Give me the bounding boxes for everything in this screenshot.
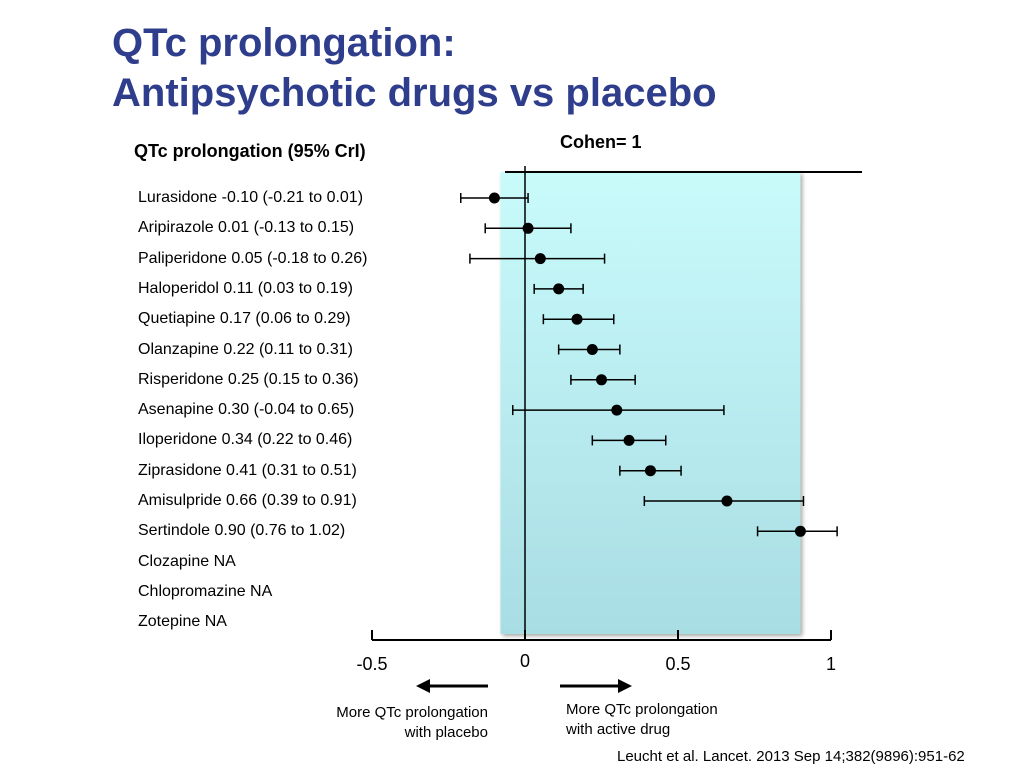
drug-label: Quetiapine 0.17 (0.06 to 0.29) xyxy=(138,310,351,328)
slide-title-line-1: QTc prolongation: xyxy=(112,21,456,65)
point-estimate xyxy=(534,253,546,265)
drug-label: Amisulpride 0.66 (0.39 to 0.91) xyxy=(138,492,357,509)
drug-label: Zotepine NA xyxy=(138,613,227,631)
x-tick-label-3: 1 xyxy=(826,654,836,674)
point-estimate xyxy=(553,283,565,295)
drug-label: Olanzapine 0.22 (0.11 to 0.31) xyxy=(138,340,353,358)
point-estimate xyxy=(586,344,598,355)
note-right-line-2: with active drug xyxy=(566,721,671,738)
point-estimate xyxy=(794,525,806,537)
note-right-line-1: More QTc prolongation xyxy=(566,701,718,718)
point-estimate xyxy=(623,434,635,446)
cohen-shaded-band xyxy=(500,172,801,634)
point-estimate xyxy=(596,374,607,386)
drug-label: Clozapine NA xyxy=(138,552,236,570)
point-estimate xyxy=(721,495,733,507)
note-left-line-1: More QTc prolongation xyxy=(336,704,488,721)
point-estimate xyxy=(522,222,534,234)
point-estimate xyxy=(644,465,656,477)
drug-label: Paliperidone 0.05 (-0.18 to 0.26) xyxy=(138,249,368,267)
slide-title-line-2: Antipsychotic drugs vs placebo xyxy=(112,71,717,115)
drug-label: Lurasidone -0.10 (-0.21 to 0.01) xyxy=(138,189,364,206)
note-left-line-2: with placebo xyxy=(404,724,488,741)
x-tick-label-1: 0 xyxy=(520,651,530,671)
citation: Leucht et al. Lancet. 2013 Sep 14;382(98… xyxy=(617,748,965,765)
drug-label: Haloperidol 0.11 (0.03 to 0.19) xyxy=(138,279,353,297)
drug-label: Risperidone 0.25 (0.15 to 0.36) xyxy=(138,370,359,388)
drug-label: Ziprasidone 0.41 (0.31 to 0.51) xyxy=(138,461,357,479)
drug-label: Aripirazole 0.01 (-0.13 to 0.15) xyxy=(138,219,355,237)
drug-label: Chlopromazine NA xyxy=(138,582,273,600)
x-tick-label-2: 0.5 xyxy=(665,654,690,674)
point-estimate xyxy=(488,192,500,204)
arrow-left-head xyxy=(416,679,430,693)
cohen-label: Cohen= 1 xyxy=(560,132,642,152)
note-more-active: More QTc prolongation with active drug xyxy=(566,700,718,740)
point-estimate xyxy=(571,313,583,325)
note-more-placebo: More QTc prolongation with placebo xyxy=(296,703,488,743)
drug-label: Iloperidone 0.34 (0.22 to 0.46) xyxy=(138,431,353,449)
column-header: QTc prolongation (95% CrI) xyxy=(134,141,366,161)
point-estimate xyxy=(611,404,623,416)
arrow-right-head xyxy=(618,679,632,693)
x-tick-label-0: -0.5 xyxy=(356,654,387,674)
drug-label: Asenapine 0.30 (-0.04 to 0.65) xyxy=(138,401,355,419)
drug-label: Sertindole 0.90 (0.76 to 1.02) xyxy=(138,522,346,540)
